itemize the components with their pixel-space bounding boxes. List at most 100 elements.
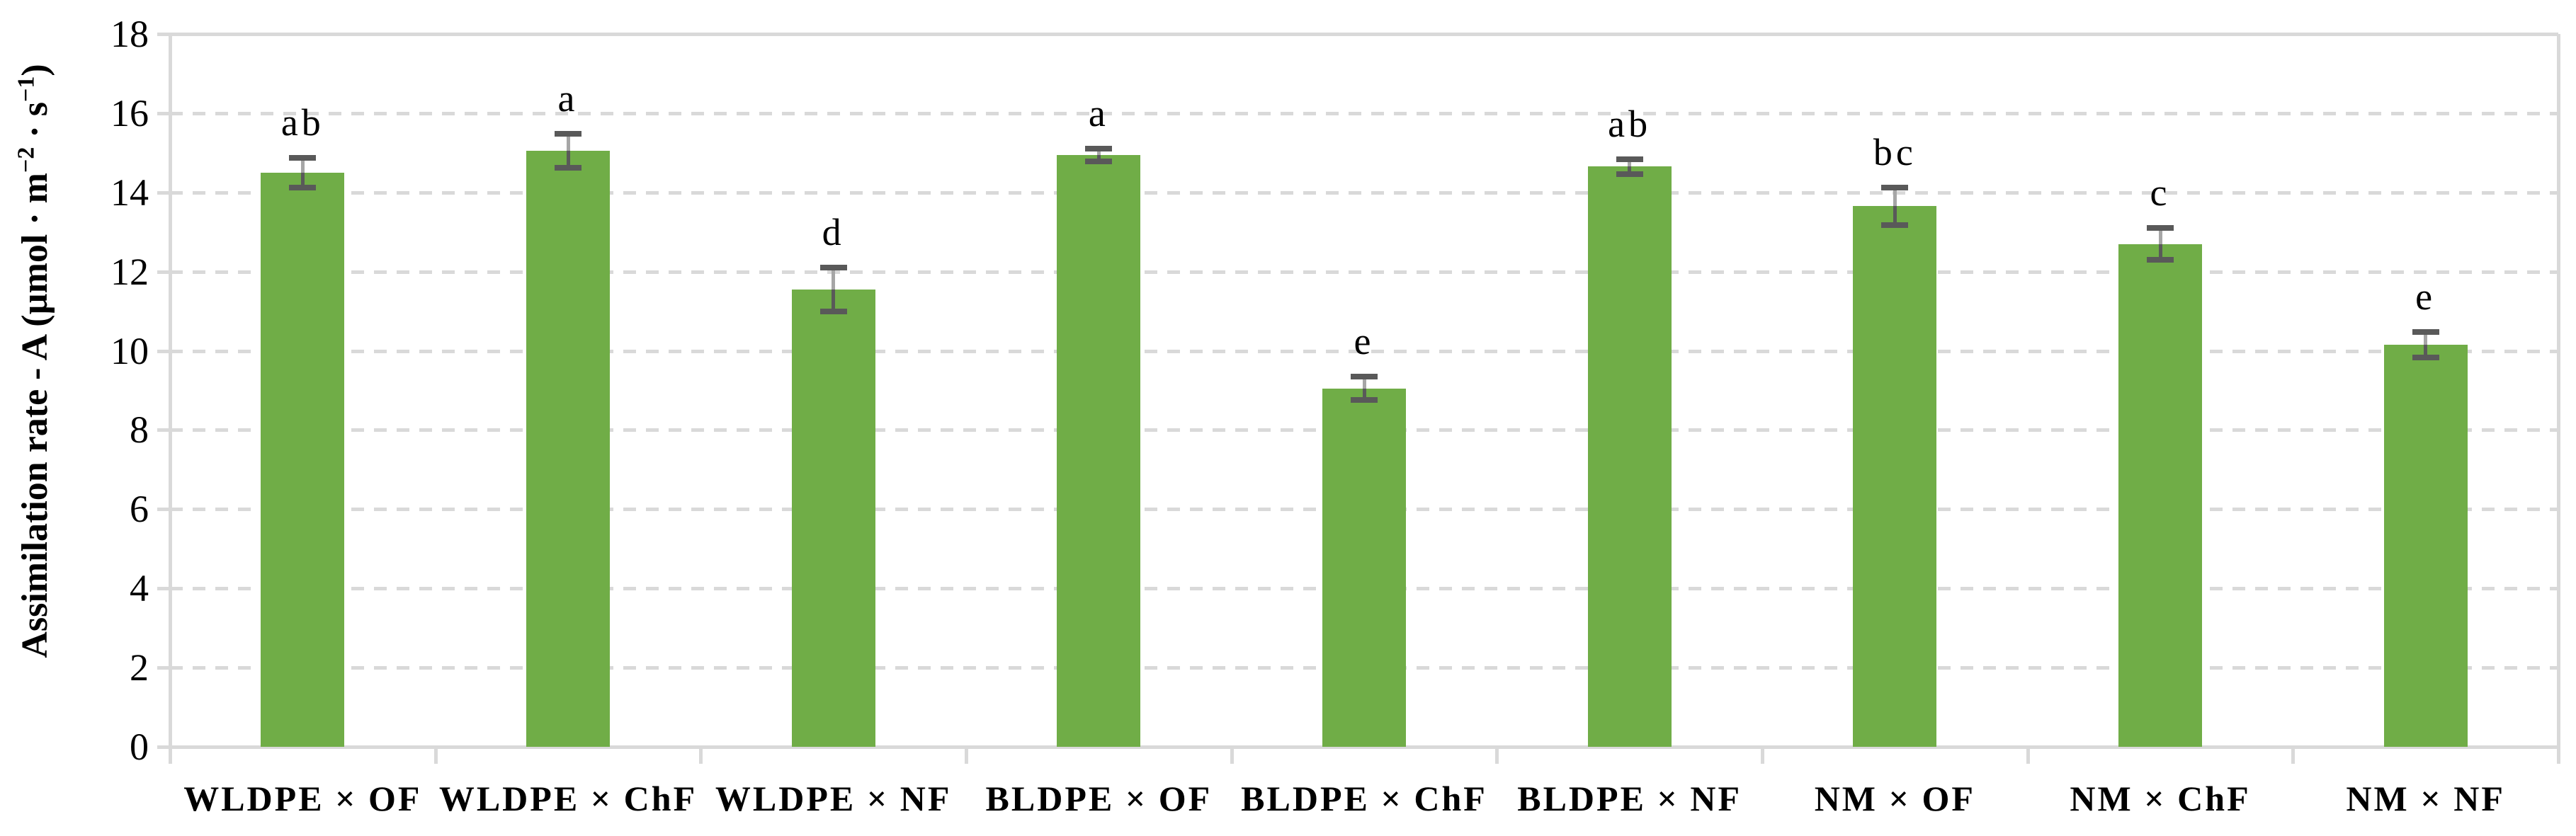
x-tick-mark-8 <box>2291 747 2296 764</box>
error-bar-cap-bottom-2 <box>555 165 581 171</box>
bar-7 <box>1853 206 1937 747</box>
y-tick-mark-4 <box>157 587 170 591</box>
error-bar-cap-bottom-5 <box>1351 396 1378 403</box>
x-axis-line <box>170 745 2558 749</box>
plot-top-border <box>170 33 2558 36</box>
x-tick-mark-2 <box>699 747 703 764</box>
y-tick-label-2: 2 <box>130 646 149 689</box>
gridline-y-10 <box>170 349 2558 353</box>
y-tick-mark-16 <box>157 111 170 115</box>
bar-5 <box>1322 388 1406 747</box>
x-tick-mark-1 <box>433 747 438 764</box>
x-tick-label-1: WLDPE × OF <box>183 779 422 818</box>
x-tick-mark-7 <box>2026 747 2030 764</box>
error-bar-line-lower-6 <box>1628 166 1632 175</box>
x-tick-label-2: WLDPE × ChF <box>438 779 698 818</box>
gridline-y-12 <box>170 270 2558 274</box>
bar-1 <box>261 172 345 747</box>
error-bar-line-lower-7 <box>1893 206 1897 225</box>
y-tick-mark-18 <box>157 33 170 36</box>
error-bar-line-upper-7 <box>1893 188 1897 207</box>
x-tick-mark-3 <box>965 747 968 764</box>
error-bar-cap-top-4 <box>1085 145 1113 151</box>
error-bar-line-lower-1 <box>300 172 305 188</box>
y-tick-label-0: 0 <box>130 726 149 768</box>
x-tick-mark-5 <box>1495 747 1499 764</box>
significance-letter-5: e <box>1354 320 1375 363</box>
error-bar-line-upper-3 <box>832 268 836 290</box>
error-bar-line-upper-1 <box>300 158 305 173</box>
y-tick-label-6: 6 <box>130 488 149 531</box>
y-tick-mark-8 <box>157 428 170 433</box>
error-bar-cap-top-8 <box>2147 225 2174 231</box>
significance-letter-8: c <box>2150 171 2171 214</box>
error-bar-line-upper-9 <box>2424 332 2428 345</box>
y-tick-mark-6 <box>157 508 170 512</box>
error-bar-line-upper-2 <box>566 133 570 151</box>
y-tick-label-14: 14 <box>110 171 149 214</box>
bar-8 <box>2118 244 2202 747</box>
error-bar-line-lower-4 <box>1096 154 1101 161</box>
x-tick-mark-0 <box>169 747 172 764</box>
plot-right-border <box>2557 34 2560 747</box>
x-tick-mark-6 <box>1761 747 1764 764</box>
error-bar-cap-top-9 <box>2412 329 2439 336</box>
error-bar-line-lower-2 <box>566 151 570 168</box>
y-tick-mark-12 <box>157 270 170 274</box>
error-bar-cap-bottom-3 <box>819 308 847 314</box>
y-tick-mark-2 <box>157 666 170 670</box>
bar-6 <box>1587 166 1672 747</box>
error-bar-line-upper-6 <box>1628 159 1632 167</box>
x-tick-label-4: BLDPE × OF <box>985 779 1213 818</box>
error-bar-line-lower-9 <box>2424 345 2428 358</box>
gridline-y-16 <box>170 111 2558 115</box>
y-tick-label-4: 4 <box>130 567 149 610</box>
x-tick-mark-9 <box>2557 747 2560 764</box>
error-bar-line-upper-8 <box>2158 228 2162 244</box>
error-bar-cap-top-2 <box>555 130 581 137</box>
error-bar-line-upper-4 <box>1096 148 1101 155</box>
significance-letter-1: ab <box>280 101 324 144</box>
x-tick-label-5: BLDPE × ChF <box>1241 779 1487 818</box>
y-tick-mark-0 <box>157 745 170 749</box>
x-tick-mark-4 <box>1230 747 1234 764</box>
error-bar-line-lower-3 <box>832 289 836 311</box>
bar-2 <box>526 151 610 747</box>
bar-9 <box>2383 345 2468 747</box>
error-bar-cap-top-1 <box>289 155 317 161</box>
y-tick-label-12: 12 <box>110 250 149 293</box>
x-tick-label-3: WLDPE × NF <box>715 779 952 818</box>
y-tick-label-10: 10 <box>110 329 149 372</box>
error-bar-cap-top-7 <box>1881 185 1909 191</box>
y-tick-label-8: 8 <box>130 408 149 452</box>
significance-letter-4: a <box>1088 91 1109 134</box>
error-bar-cap-top-5 <box>1351 374 1378 380</box>
error-bar-cap-bottom-9 <box>2412 355 2439 361</box>
significance-letter-3: d <box>822 211 845 254</box>
y-tick-label-18: 18 <box>110 13 149 55</box>
error-bar-line-lower-8 <box>2158 244 2162 260</box>
error-bar-cap-bottom-1 <box>289 184 317 190</box>
gridline-y-14 <box>170 190 2558 195</box>
error-bar-cap-bottom-8 <box>2147 256 2174 263</box>
x-tick-label-9: NM × NF <box>2346 779 2505 818</box>
error-bar-line-upper-5 <box>1362 377 1366 389</box>
bar-4 <box>1057 154 1141 747</box>
error-bar-cap-bottom-4 <box>1085 158 1113 164</box>
error-bar-cap-bottom-7 <box>1881 222 1909 228</box>
bar-3 <box>791 289 875 747</box>
error-bar-cap-bottom-6 <box>1616 171 1643 178</box>
significance-letter-2: a <box>557 76 579 120</box>
significance-letter-9: e <box>2415 275 2436 319</box>
significance-letter-6: ab <box>1608 102 1652 145</box>
error-bar-cap-top-3 <box>819 265 847 271</box>
x-tick-label-8: NM × ChF <box>2070 779 2251 818</box>
y-tick-mark-14 <box>157 190 170 195</box>
significance-letter-7: bc <box>1873 131 1917 174</box>
x-tick-label-7: NM × OF <box>1814 779 1975 818</box>
error-bar-cap-top-6 <box>1616 156 1643 162</box>
x-tick-label-6: BLDPE × NF <box>1517 779 1742 818</box>
y-tick-mark-10 <box>157 349 170 353</box>
